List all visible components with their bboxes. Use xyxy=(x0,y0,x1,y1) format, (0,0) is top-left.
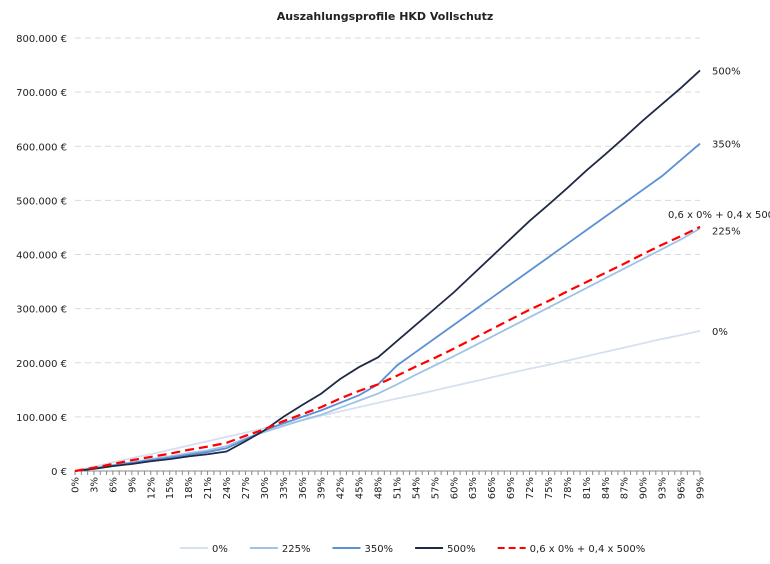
x-tick-label: 9% xyxy=(127,477,138,493)
x-tick-label: 30% xyxy=(260,477,271,499)
legend-label: 350% xyxy=(364,544,393,555)
x-tick-label: 90% xyxy=(639,477,650,499)
x-tick-label: 54% xyxy=(411,477,422,499)
x-tick-label: 96% xyxy=(677,477,688,499)
y-tick-label: 800.000 € xyxy=(16,34,67,45)
x-tick-label: 48% xyxy=(374,477,385,499)
x-tick-label: 36% xyxy=(298,477,309,499)
x-tick-label: 69% xyxy=(506,477,517,499)
x-tick-label: 3% xyxy=(89,477,100,493)
x-tick-label: 39% xyxy=(317,477,328,499)
x-tick-label: 57% xyxy=(430,477,441,499)
y-tick-label: 700.000 € xyxy=(16,88,67,99)
x-tick-label: 45% xyxy=(355,477,366,499)
legend-label: 0% xyxy=(212,544,228,555)
end-label: 0,6 x 0% + 0,4 x 500% xyxy=(668,210,770,221)
end-label: 225% xyxy=(712,227,741,238)
x-tick-label: 21% xyxy=(203,477,214,499)
x-tick-label: 15% xyxy=(165,477,176,499)
series-line-1 xyxy=(74,227,701,472)
x-tick-label: 75% xyxy=(544,477,555,499)
y-tick-label: 0 € xyxy=(51,467,67,478)
end-label: 0% xyxy=(712,327,728,338)
x-tick-label: 0% xyxy=(71,477,82,493)
x-tick-label: 78% xyxy=(563,477,574,499)
series-line-0 xyxy=(74,329,701,472)
x-tick-label: 12% xyxy=(146,477,157,499)
y-tick-label: 500.000 € xyxy=(16,196,67,207)
end-label: 500% xyxy=(712,66,741,77)
y-tick-label: 200.000 € xyxy=(16,359,67,370)
x-tick-label: 18% xyxy=(184,477,195,499)
legend-label: 225% xyxy=(282,544,311,555)
x-tick-label: 99% xyxy=(696,477,707,499)
x-tick-label: 6% xyxy=(108,477,119,493)
series-line-4 xyxy=(74,225,701,473)
legend-label: 500% xyxy=(447,544,476,555)
x-tick-label: 27% xyxy=(241,477,252,499)
x-tick-label: 51% xyxy=(392,477,403,499)
chart-title: Auszahlungsprofile HKD Vollschutz xyxy=(277,10,494,23)
x-tick-label: 33% xyxy=(279,477,290,499)
y-tick-label: 400.000 € xyxy=(16,251,67,262)
x-tick-label: 84% xyxy=(601,477,612,499)
x-tick-label: 63% xyxy=(468,477,479,499)
legend-label: 0,6 x 0% + 0,4 x 500% xyxy=(530,544,646,555)
x-tick-label: 87% xyxy=(620,477,631,499)
x-tick-label: 93% xyxy=(658,477,669,499)
y-tick-label: 600.000 € xyxy=(16,142,67,153)
x-tick-label: 60% xyxy=(449,477,460,499)
end-label: 350% xyxy=(712,140,741,151)
x-tick-label: 81% xyxy=(582,477,593,499)
y-tick-label: 300.000 € xyxy=(16,305,67,316)
series-line-3 xyxy=(74,69,701,472)
x-tick-label: 72% xyxy=(525,477,536,499)
x-tick-label: 24% xyxy=(222,477,233,499)
series-line-2 xyxy=(74,142,701,472)
x-tick-label: 66% xyxy=(487,477,498,499)
x-tick-label: 42% xyxy=(336,477,347,499)
y-tick-label: 100.000 € xyxy=(16,413,67,424)
